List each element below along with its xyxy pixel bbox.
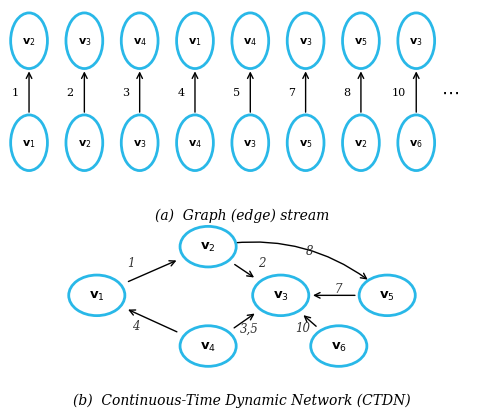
Text: $\cdots$: $\cdots$ [441,83,459,102]
Text: $\mathbf{v}_{3}$: $\mathbf{v}_{3}$ [77,36,91,47]
Ellipse shape [359,275,415,316]
Ellipse shape [287,116,324,171]
Text: 1: 1 [127,257,135,270]
Ellipse shape [11,116,47,171]
Text: 7: 7 [288,88,295,97]
Text: 1: 1 [11,88,18,97]
Ellipse shape [398,116,435,171]
Text: 10: 10 [295,321,310,335]
Ellipse shape [11,14,47,69]
Text: (a)  Graph (edge) stream: (a) Graph (edge) stream [155,208,329,222]
Text: $\mathbf{v}_{1}$: $\mathbf{v}_{1}$ [188,36,202,47]
Text: $\mathbf{v}_{1}$: $\mathbf{v}_{1}$ [22,138,36,149]
Ellipse shape [232,116,269,171]
Text: $\mathbf{v}_{1}$: $\mathbf{v}_{1}$ [89,289,105,302]
Text: $\mathbf{v}_{5}$: $\mathbf{v}_{5}$ [354,36,368,47]
Ellipse shape [66,14,103,69]
Text: $\mathbf{v}_{2}$: $\mathbf{v}_{2}$ [22,36,36,47]
Text: 4: 4 [177,88,184,97]
Text: (b)  Continuous-Time Dynamic Network (CTDN): (b) Continuous-Time Dynamic Network (CTD… [73,393,411,407]
Ellipse shape [177,116,213,171]
Ellipse shape [66,116,103,171]
Text: $\mathbf{v}_{4}$: $\mathbf{v}_{4}$ [200,339,216,353]
Ellipse shape [287,14,324,69]
Text: $\mathbf{v}_{6}$: $\mathbf{v}_{6}$ [331,339,347,353]
Text: $\mathbf{v}_{2}$: $\mathbf{v}_{2}$ [354,138,368,149]
Text: $\mathbf{v}_{4}$: $\mathbf{v}_{4}$ [188,138,202,149]
Ellipse shape [232,14,269,69]
Ellipse shape [311,326,367,366]
Ellipse shape [253,275,309,316]
Text: $\mathbf{v}_{4}$: $\mathbf{v}_{4}$ [133,36,147,47]
Text: $\mathbf{v}_{2}$: $\mathbf{v}_{2}$ [200,240,216,254]
Text: $\mathbf{v}_{2}$: $\mathbf{v}_{2}$ [77,138,91,149]
Text: 7: 7 [335,282,343,295]
Text: 3,5: 3,5 [240,321,258,335]
Ellipse shape [180,227,236,267]
Ellipse shape [180,326,236,366]
Ellipse shape [121,116,158,171]
Ellipse shape [121,14,158,69]
Ellipse shape [69,275,125,316]
Text: $\mathbf{v}_{4}$: $\mathbf{v}_{4}$ [243,36,257,47]
Text: 4: 4 [132,320,139,332]
Text: 3: 3 [122,88,129,97]
Text: $\mathbf{v}_{3}$: $\mathbf{v}_{3}$ [273,289,288,302]
Text: 8: 8 [343,88,350,97]
Text: $\mathbf{v}_{5}$: $\mathbf{v}_{5}$ [379,289,395,302]
Text: 8: 8 [306,244,314,258]
Text: $\mathbf{v}_{3}$: $\mathbf{v}_{3}$ [133,138,147,149]
Text: 5: 5 [232,88,240,97]
Text: 2: 2 [67,88,74,97]
Text: 2: 2 [257,257,265,270]
Text: $\mathbf{v}_{6}$: $\mathbf{v}_{6}$ [409,138,423,149]
Ellipse shape [177,14,213,69]
Ellipse shape [398,14,435,69]
Text: $\mathbf{v}_{3}$: $\mathbf{v}_{3}$ [243,138,257,149]
Text: 10: 10 [392,88,406,97]
Text: $\mathbf{v}_{5}$: $\mathbf{v}_{5}$ [299,138,312,149]
Text: $\mathbf{v}_{3}$: $\mathbf{v}_{3}$ [299,36,312,47]
Ellipse shape [343,14,379,69]
Text: $\mathbf{v}_{3}$: $\mathbf{v}_{3}$ [409,36,423,47]
Ellipse shape [343,116,379,171]
